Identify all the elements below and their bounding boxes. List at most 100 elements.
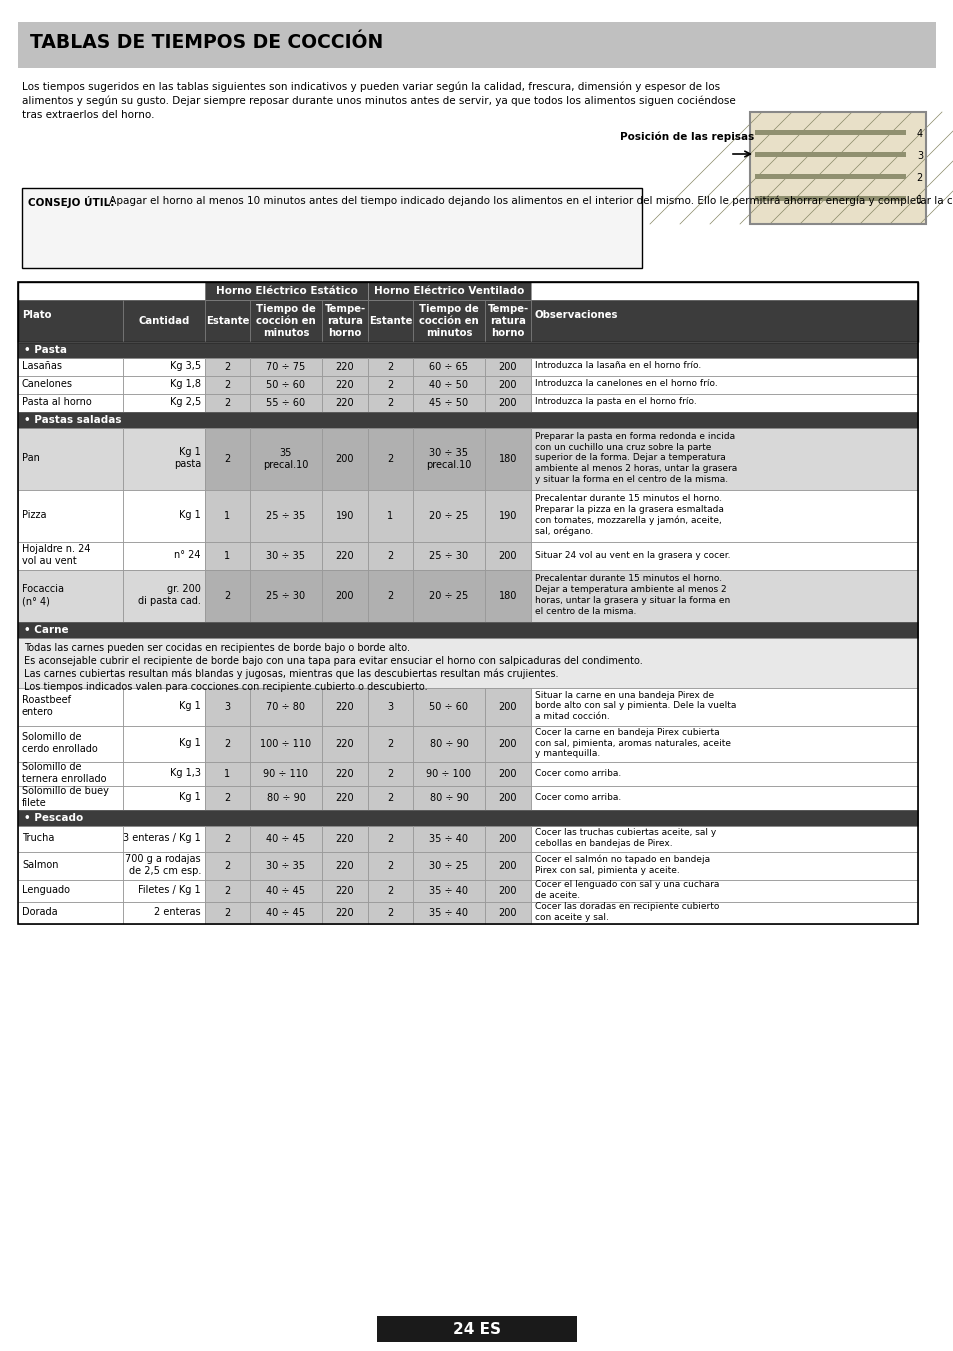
- Bar: [531, 852, 917, 880]
- Bar: [18, 688, 123, 725]
- Bar: [322, 394, 368, 412]
- Bar: [368, 762, 413, 786]
- Text: 2: 2: [224, 834, 231, 844]
- Text: 2: 2: [387, 908, 394, 917]
- Bar: [250, 880, 322, 902]
- Text: 2: 2: [224, 454, 231, 463]
- Text: 30 ÷ 35: 30 ÷ 35: [266, 861, 305, 871]
- Text: 55 ÷ 60: 55 ÷ 60: [266, 399, 305, 408]
- Text: Lasañas: Lasañas: [22, 361, 62, 372]
- Bar: [413, 428, 484, 490]
- Bar: [250, 902, 322, 924]
- Text: Todas las carnes pueden ser cocidas en recipientes de borde bajo o borde alto.
E: Todas las carnes pueden ser cocidas en r…: [24, 643, 642, 692]
- Text: Pan: Pan: [22, 453, 40, 463]
- Text: Pasta al horno: Pasta al horno: [22, 397, 91, 407]
- Bar: [484, 570, 531, 621]
- Bar: [22, 188, 641, 267]
- Text: 2: 2: [387, 454, 394, 463]
- Text: 35 ÷ 40: 35 ÷ 40: [429, 834, 468, 844]
- Bar: [484, 688, 531, 725]
- Bar: [123, 428, 205, 490]
- Text: 200: 200: [498, 380, 517, 390]
- Text: Cocer las doradas en recipiente cubierto
con aceite y sal.: Cocer las doradas en recipiente cubierto…: [535, 902, 719, 921]
- Bar: [484, 852, 531, 880]
- Bar: [754, 196, 905, 201]
- Text: Los tiempos sugeridos en las tablas siguientes son indicativos y pueden variar s: Los tiempos sugeridos en las tablas sigu…: [22, 82, 735, 120]
- Bar: [484, 570, 531, 621]
- Bar: [250, 428, 322, 490]
- Bar: [205, 880, 250, 902]
- Text: Lenguado: Lenguado: [22, 885, 70, 894]
- Bar: [368, 725, 413, 762]
- Bar: [18, 490, 123, 542]
- Text: 220: 220: [335, 380, 354, 390]
- Bar: [250, 825, 322, 852]
- Text: Introduzca la lasaña en el horno frío.: Introduzca la lasaña en el horno frío.: [535, 362, 700, 370]
- Bar: [322, 725, 368, 762]
- Bar: [322, 786, 368, 811]
- Text: 1: 1: [387, 511, 394, 521]
- Bar: [368, 688, 413, 725]
- Bar: [322, 428, 368, 490]
- Bar: [531, 902, 917, 924]
- Bar: [368, 786, 413, 811]
- Bar: [18, 22, 935, 68]
- Bar: [123, 490, 205, 542]
- Bar: [413, 358, 484, 376]
- Bar: [18, 638, 917, 688]
- Bar: [484, 880, 531, 902]
- Bar: [123, 725, 205, 762]
- Text: 200: 200: [498, 834, 517, 844]
- Text: 35 ÷ 40: 35 ÷ 40: [429, 886, 468, 896]
- Bar: [18, 428, 123, 490]
- Bar: [368, 825, 413, 852]
- Text: 2: 2: [916, 173, 923, 182]
- Bar: [531, 300, 917, 342]
- Text: Kg 1: Kg 1: [179, 792, 201, 802]
- Bar: [205, 902, 250, 924]
- Bar: [531, 852, 917, 880]
- Bar: [531, 570, 917, 621]
- Bar: [18, 825, 123, 852]
- Bar: [531, 490, 917, 542]
- Bar: [484, 762, 531, 786]
- Bar: [484, 358, 531, 376]
- Bar: [531, 542, 917, 570]
- Bar: [484, 300, 531, 342]
- Text: 2: 2: [387, 380, 394, 390]
- Text: Cocer las truchas cubiertas aceite, sal y
cebollas en bandejas de Pirex.: Cocer las truchas cubiertas aceite, sal …: [535, 828, 716, 848]
- Bar: [368, 428, 413, 490]
- Bar: [205, 376, 250, 394]
- Bar: [322, 902, 368, 924]
- Text: • Pasta: • Pasta: [24, 345, 67, 355]
- Bar: [123, 394, 205, 412]
- Bar: [250, 394, 322, 412]
- Bar: [531, 300, 917, 342]
- Bar: [205, 542, 250, 570]
- Bar: [18, 902, 123, 924]
- Bar: [250, 725, 322, 762]
- Bar: [18, 786, 123, 811]
- Bar: [250, 490, 322, 542]
- Bar: [413, 762, 484, 786]
- Text: 2: 2: [387, 793, 394, 802]
- Text: 70 ÷ 75: 70 ÷ 75: [266, 362, 305, 372]
- Bar: [322, 542, 368, 570]
- Bar: [413, 725, 484, 762]
- Bar: [484, 542, 531, 570]
- Bar: [18, 428, 123, 490]
- Bar: [754, 130, 905, 135]
- Bar: [205, 688, 250, 725]
- Bar: [322, 688, 368, 725]
- Bar: [18, 811, 917, 825]
- Bar: [368, 376, 413, 394]
- Bar: [322, 490, 368, 542]
- Bar: [205, 762, 250, 786]
- Text: 200: 200: [498, 362, 517, 372]
- Text: 80 ÷ 90: 80 ÷ 90: [266, 793, 305, 802]
- Bar: [413, 300, 484, 342]
- Bar: [322, 725, 368, 762]
- Text: 220: 220: [335, 739, 354, 748]
- Text: 2: 2: [387, 399, 394, 408]
- Text: 180: 180: [498, 454, 517, 463]
